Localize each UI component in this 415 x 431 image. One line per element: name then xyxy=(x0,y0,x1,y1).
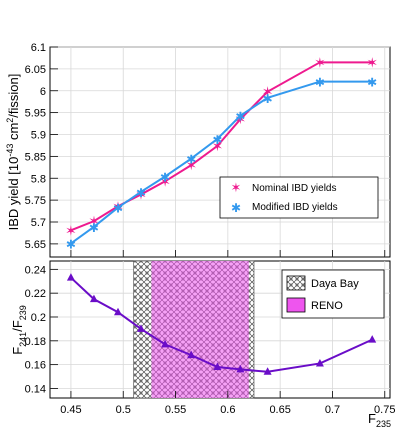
modified-yield-point: ✱ xyxy=(235,110,245,124)
ratio-point xyxy=(66,273,75,281)
top-legend-label-nominal: Nominal IBD yields xyxy=(252,183,336,194)
nominal-yield-point: ✶ xyxy=(235,111,247,127)
nominal-yield-point: ✶ xyxy=(65,222,77,238)
top-legend-marker-nominal: ✶ xyxy=(231,180,242,195)
bottom-y-tick-label: 0.18 xyxy=(25,336,46,348)
bottom-y-tick-label: 0.24 xyxy=(25,264,46,276)
bottom-x-tick-label: 0.75 xyxy=(374,404,395,416)
nominal-yield-point: ✶ xyxy=(88,213,100,229)
bottom-y-axis-label: F241/F239 xyxy=(10,305,28,355)
top-y-tick-label: 5.65 xyxy=(25,239,46,251)
top-y-tick-label: 5.7 xyxy=(31,217,46,229)
top-legend-box xyxy=(219,176,379,219)
ratio-point xyxy=(236,364,245,373)
bottom-y-tick-label: 0.14 xyxy=(25,383,46,395)
top-y-tick-label: 6.1 xyxy=(31,42,46,54)
bottom-y-tick-label: 0.22 xyxy=(25,288,46,300)
modified-yield-point: ✱ xyxy=(160,171,170,185)
bottom-ticks: 0.45 0.5 0.55 0.6 0.65 0.7 0.75 0.14 0.16 0.18 0.2… xyxy=(25,264,396,416)
reno-band-overlap xyxy=(151,261,249,398)
modified-yield-point: ✱ xyxy=(212,133,222,147)
bottom-y-label-sub2: 239 xyxy=(18,305,28,320)
top-y-label-unit: cm xyxy=(6,123,21,144)
nominal-yield-point: ✶ xyxy=(185,157,197,173)
nominal-yield-point: ✶ xyxy=(112,198,124,214)
nominal-yield-point: ✶ xyxy=(262,84,274,100)
nominal-yield-point: ✶ xyxy=(159,173,171,189)
nominal-yield-line xyxy=(70,61,373,232)
ratio-point xyxy=(137,324,146,332)
bottom-legend-label-reno: RENO xyxy=(311,300,343,312)
top-series: ✶✶✶✶✶✶✶✶✶✶ ✶✱✱✱✱✱✱✱✱✱✱ ✱ xyxy=(65,54,378,251)
bottom-x-tick-label: 0.5 xyxy=(116,404,131,416)
bottom-legend: Daya Bay RENO xyxy=(281,269,385,319)
bottom-legend-swatch-dayabay xyxy=(286,275,306,291)
top-y-label-unit-exp: 2 xyxy=(5,118,15,123)
modified-yield-line xyxy=(70,80,373,245)
top-y-axis-label: IBD yield [10-43 cm2/fission] xyxy=(5,74,21,231)
bottom-y-label-sub1: 241 xyxy=(18,332,28,347)
bottom-bands xyxy=(133,260,255,399)
bottom-panel: 0.45 0.5 0.55 0.6 0.65 0.7 0.75 0.14 0.16 0.18 0.2… xyxy=(10,260,396,429)
top-legend-marker-modified: ✱ xyxy=(231,201,241,215)
top-ticks: 5.65 5.7 5.75 5.8 5.85 5.9 5.95 6 6.05 6.1 xyxy=(25,42,386,257)
modified-yield-point: ✱ xyxy=(367,76,377,90)
top-y-tick-label: 5.8 xyxy=(31,173,46,185)
modified-yield-point: ✱ xyxy=(263,92,273,106)
top-legend-label-modified: Modified IBD yields xyxy=(252,202,338,213)
ratio-point xyxy=(315,358,324,367)
top-y-tick-label: 5.9 xyxy=(31,130,46,142)
nominal-yield-point: ✶ xyxy=(135,186,147,202)
ratio-point xyxy=(368,335,377,343)
bottom-x-axis-label: F235 xyxy=(368,411,391,429)
ratio-point xyxy=(263,367,272,375)
nominal-yield-point: ✶ xyxy=(314,54,326,70)
modified-yield-point: ✱ xyxy=(315,76,325,90)
modified-yield-point: ✱ xyxy=(136,186,146,200)
top-y-tick-label: 5.95 xyxy=(25,108,46,120)
modified-yield-point: ✱ xyxy=(66,237,76,251)
ratio-point xyxy=(187,350,196,359)
top-y-label-exp: -43 xyxy=(5,144,15,157)
bottom-x-tick-label: 0.6 xyxy=(220,404,235,416)
bottom-legend-swatch-reno xyxy=(286,297,306,313)
bottom-y-tick-label: 0.16 xyxy=(25,360,46,372)
ratio-point xyxy=(161,339,170,348)
top-y-tick-label: 6.05 xyxy=(25,64,46,76)
bottom-legend-label-dayabay: Daya Bay xyxy=(311,278,359,290)
bottom-x-label-sub: 235 xyxy=(376,419,391,429)
bottom-y-tick-label: 0.2 xyxy=(31,312,46,324)
top-y-label-tail: /fission] xyxy=(6,74,21,118)
top-y-tick-label: 5.85 xyxy=(25,151,46,163)
ratio-point xyxy=(114,307,122,316)
ratio-point xyxy=(89,294,98,303)
nominal-yield-point: ✶ xyxy=(366,54,378,70)
bottom-y-label-slash: /F xyxy=(10,320,25,332)
bottom-x-tick-label: 0.65 xyxy=(269,404,290,416)
bottom-x-tick-label: 0.7 xyxy=(325,404,340,416)
top-y-label-main: IBD yield [10 xyxy=(6,157,21,231)
modified-yield-point: ✱ xyxy=(186,153,196,167)
bottom-x-tick-label: 0.55 xyxy=(165,404,186,416)
top-y-tick-label: 6 xyxy=(40,86,46,98)
top-y-tick-label: 5.75 xyxy=(25,195,46,207)
top-legend: ✶ Nominal IBD yields ✱ Modified IBD yiel… xyxy=(219,176,379,219)
bottom-series xyxy=(66,273,377,375)
modified-yield-point: ✱ xyxy=(89,221,99,235)
nominal-yield-point: ✶ xyxy=(212,138,224,154)
bottom-x-label-main: F xyxy=(368,411,376,426)
modified-yield-point: ✱ xyxy=(113,202,123,216)
bottom-x-tick-label: 0.45 xyxy=(60,404,81,416)
ratio-point xyxy=(213,362,222,371)
bottom-y-label-main: F xyxy=(10,347,25,355)
